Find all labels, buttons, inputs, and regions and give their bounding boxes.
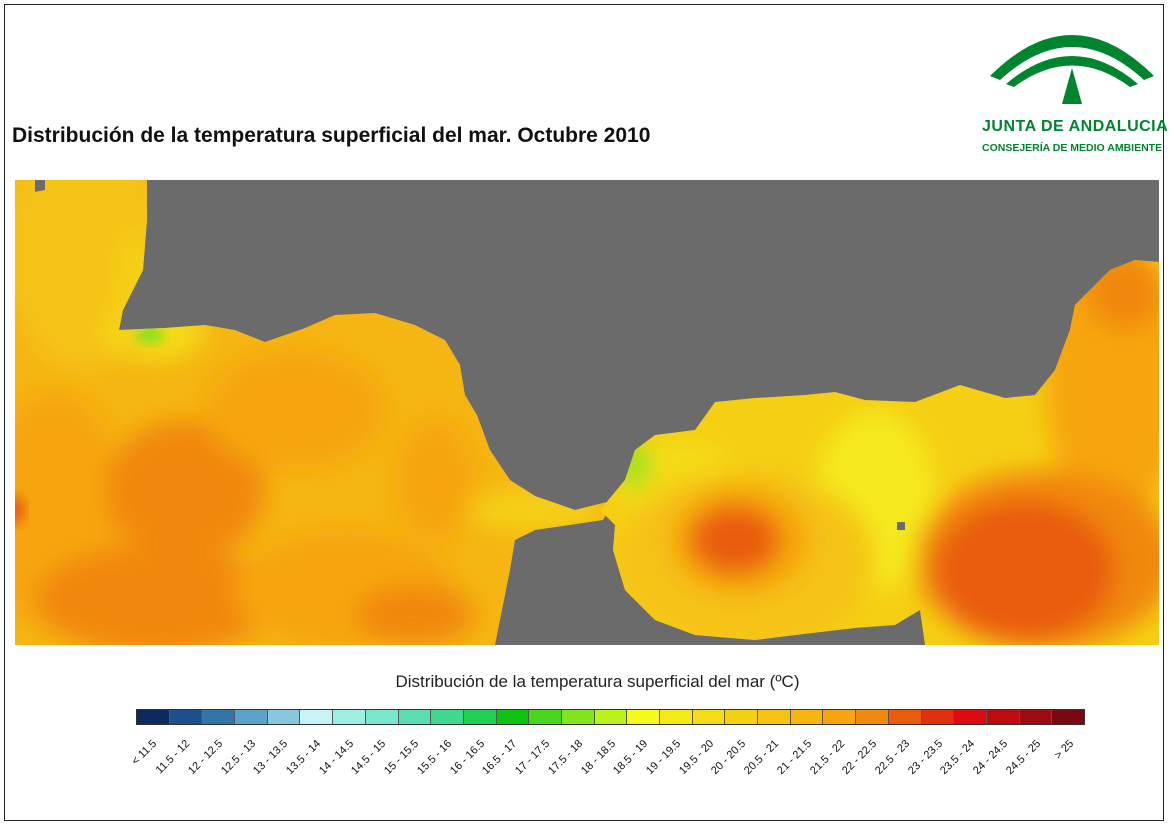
figure-frame: [4, 4, 1164, 821]
legend-swatch: [823, 710, 857, 724]
junta-de-andalucia-logo: JUNTA DE ANDALUCIA CONSEJERÍA DE MEDIO A…: [982, 14, 1169, 164]
page-title: Distribución de la temperatura superfici…: [12, 124, 651, 147]
legend-swatch: [267, 710, 301, 724]
legend-swatch: [725, 710, 759, 724]
legend-swatch: [660, 710, 693, 724]
sea-surface-temperature-map: [15, 180, 1159, 645]
legend-swatch: [431, 710, 464, 724]
legend-swatch: [758, 710, 791, 724]
warm-core-fill: [690, 505, 780, 575]
legend-swatch: [986, 710, 1020, 724]
hot-spot: [15, 496, 25, 524]
temperature-map-svg: [15, 180, 1159, 645]
legend-swatch: [463, 710, 497, 724]
legend-swatch: [1019, 710, 1053, 724]
legend-swatch: [398, 710, 432, 724]
legend-swatch: [333, 710, 366, 724]
legend-swatch: [365, 710, 399, 724]
legend-swatch: [921, 710, 955, 724]
legend-swatch: [496, 710, 530, 724]
legend-swatch: [202, 710, 236, 724]
legend-swatch: [235, 710, 268, 724]
legend-swatch: [692, 710, 726, 724]
legend-title: Distribución de la temperatura superfici…: [395, 672, 800, 691]
color-legend-labels: < 11.5 11.5 - 12 12 - 12.5 12.5 - 13 13 - 13…: [130, 728, 1085, 798]
warm-patch-fill: [105, 420, 265, 560]
warm-patch-fill: [35, 545, 275, 645]
legend-swatch: [954, 710, 987, 724]
no-data-pixel: [897, 522, 905, 530]
legend-swatch: [790, 710, 824, 724]
warm-patch-fill: [395, 420, 475, 540]
legend-swatch: [137, 710, 170, 724]
legend-swatch: [1052, 710, 1084, 724]
warm-core-fill: [935, 500, 1115, 640]
strait-cool-fill: [465, 488, 605, 532]
legend-swatch: [888, 710, 922, 724]
legend-swatch: [300, 710, 334, 724]
warm-patch-fill: [355, 585, 475, 645]
legend-swatch: [627, 710, 660, 724]
cool-spot-fill: [621, 443, 649, 487]
logo-name: JUNTA DE ANDALUCIA: [982, 118, 1169, 135]
legend-swatch: [169, 710, 203, 724]
legend-swatch: [594, 710, 628, 724]
color-legend-bar: [136, 709, 1085, 725]
cool-spot: [136, 326, 164, 344]
legend-swatch: [529, 710, 562, 724]
warm-patch-fill: [205, 350, 385, 470]
logo-emblem-icon: [990, 35, 1154, 104]
legend-swatch: [856, 710, 889, 724]
logo-subtitle: CONSEJERÍA DE MEDIO AMBIENTE: [982, 142, 1163, 154]
legend-swatch: [561, 710, 595, 724]
